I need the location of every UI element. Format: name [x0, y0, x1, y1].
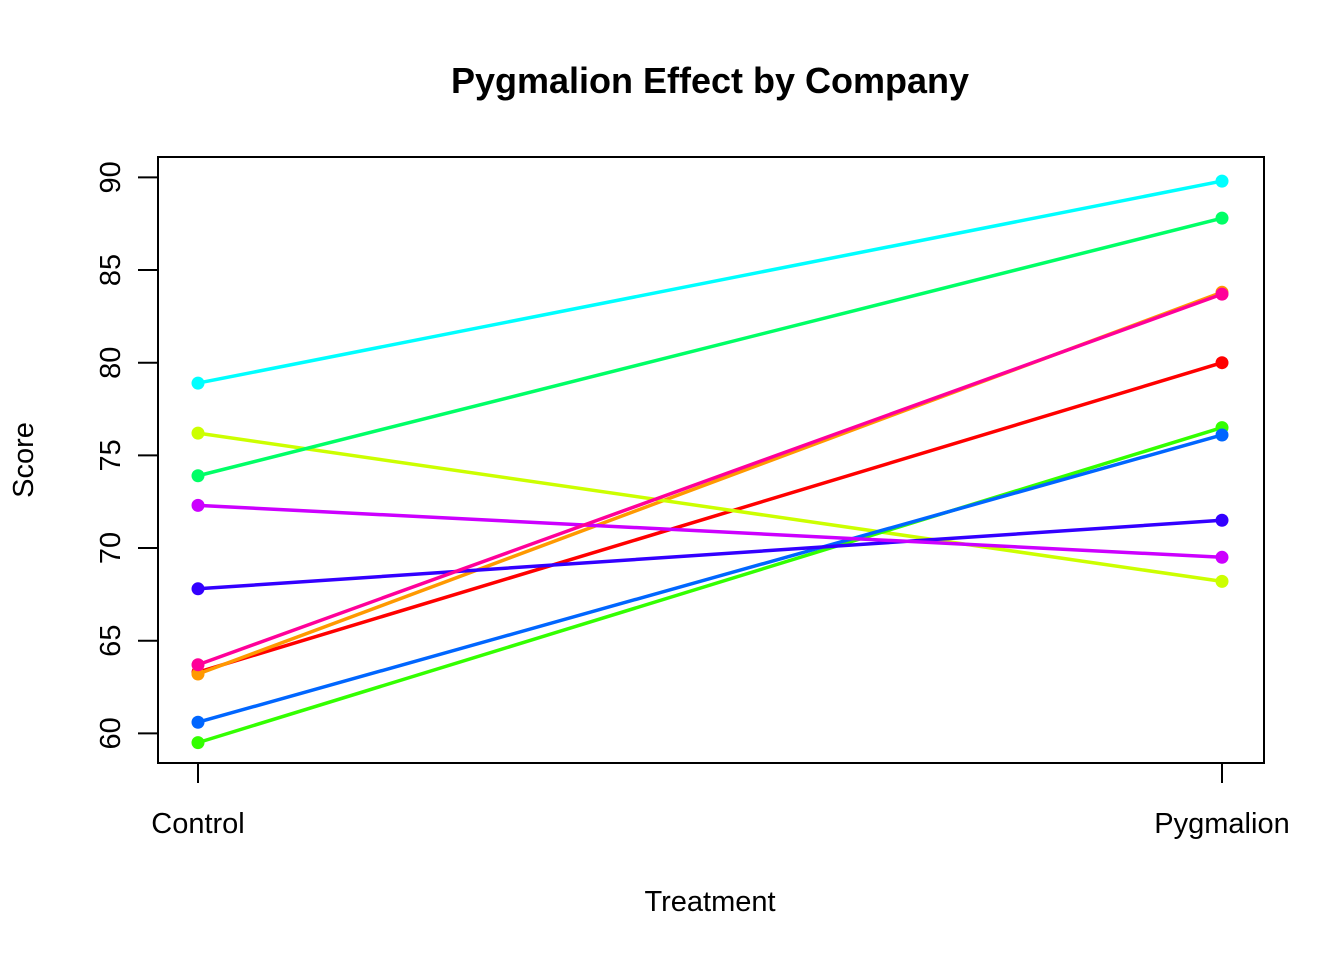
- chart-title: Pygmalion Effect by Company: [451, 60, 969, 101]
- data-point: [191, 498, 205, 512]
- series-4: [191, 421, 1229, 750]
- x-axis: Control Pygmalion: [151, 763, 1290, 840]
- series-3: [191, 426, 1229, 588]
- series-layer: [191, 174, 1229, 750]
- data-point: [191, 736, 205, 750]
- x-axis-label: Treatment: [644, 886, 775, 918]
- series-5: [191, 211, 1229, 483]
- y-tick-label: 90: [95, 161, 127, 193]
- series-line: [196, 433, 1224, 724]
- data-point: [1215, 287, 1229, 301]
- series-7: [191, 428, 1229, 729]
- series-line: [196, 518, 1224, 591]
- y-tick-label: 80: [95, 347, 127, 379]
- series-line: [196, 425, 1224, 745]
- y-axis-label: Score: [8, 422, 40, 498]
- data-point: [191, 582, 205, 596]
- data-point: [1215, 211, 1229, 225]
- y-axis: 60 65 70 75 80 85 90: [95, 161, 158, 749]
- data-point: [1215, 574, 1229, 588]
- x-tick-label-control: Control: [151, 808, 245, 840]
- series-line: [196, 216, 1224, 478]
- data-point: [191, 658, 205, 672]
- series-line: [196, 431, 1224, 584]
- y-tick-label: 85: [95, 254, 127, 286]
- series-9: [191, 498, 1229, 564]
- y-tick-label: 70: [95, 532, 127, 564]
- data-point: [1215, 356, 1229, 370]
- series-1: [191, 356, 1229, 679]
- series-2: [191, 285, 1229, 681]
- y-tick-label: 65: [95, 625, 127, 657]
- series-line: [196, 360, 1224, 674]
- series-line: [196, 292, 1224, 667]
- data-point: [191, 469, 205, 483]
- x-tick-label-pygmalion: Pygmalion: [1154, 808, 1289, 840]
- data-point: [1215, 174, 1229, 188]
- series-6: [191, 174, 1229, 390]
- series-8: [191, 513, 1229, 596]
- series-line: [196, 503, 1224, 560]
- series-line: [196, 179, 1224, 385]
- data-point: [191, 426, 205, 440]
- data-point: [1215, 550, 1229, 564]
- data-point: [1215, 428, 1229, 442]
- data-point: [191, 376, 205, 390]
- data-point: [191, 667, 205, 681]
- y-tick-label: 60: [95, 717, 127, 749]
- plot-frame: [157, 156, 1265, 764]
- data-point: [1215, 513, 1229, 527]
- series-10: [191, 287, 1229, 672]
- y-tick-label: 75: [95, 439, 127, 471]
- data-point: [191, 715, 205, 729]
